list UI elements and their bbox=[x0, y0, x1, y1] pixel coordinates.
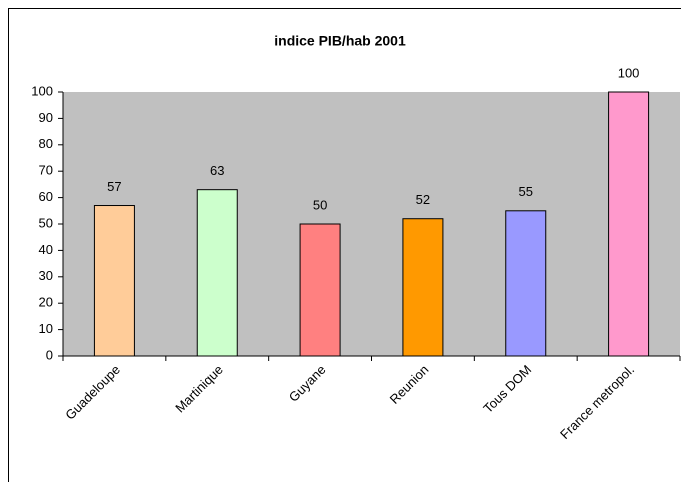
y-tick-label: 40 bbox=[39, 242, 53, 257]
data-label: 57 bbox=[107, 179, 121, 194]
bar bbox=[402, 218, 444, 357]
y-tick-label: 30 bbox=[39, 268, 53, 283]
bar bbox=[608, 91, 650, 357]
bar bbox=[196, 189, 238, 357]
y-tick-label: 0 bbox=[46, 347, 53, 362]
y-tick-label: 80 bbox=[39, 136, 53, 151]
y-tick-label: 10 bbox=[39, 321, 53, 336]
y-tick-label: 90 bbox=[39, 110, 53, 125]
y-tick-label: 50 bbox=[39, 215, 53, 230]
bar bbox=[93, 205, 135, 357]
chart-title: indice PIB/hab 2001 bbox=[274, 33, 406, 49]
bar bbox=[505, 210, 547, 357]
y-tick-label: 70 bbox=[39, 163, 53, 178]
data-label: 100 bbox=[618, 65, 640, 80]
y-tick-label: 60 bbox=[39, 189, 53, 204]
data-label: 52 bbox=[416, 192, 430, 207]
data-label: 63 bbox=[210, 163, 224, 178]
data-label: 50 bbox=[313, 197, 327, 212]
data-label: 55 bbox=[519, 184, 533, 199]
y-tick-label: 20 bbox=[39, 295, 53, 310]
plot-area bbox=[63, 92, 680, 356]
bar bbox=[299, 223, 341, 357]
y-tick-label: 100 bbox=[31, 83, 53, 98]
